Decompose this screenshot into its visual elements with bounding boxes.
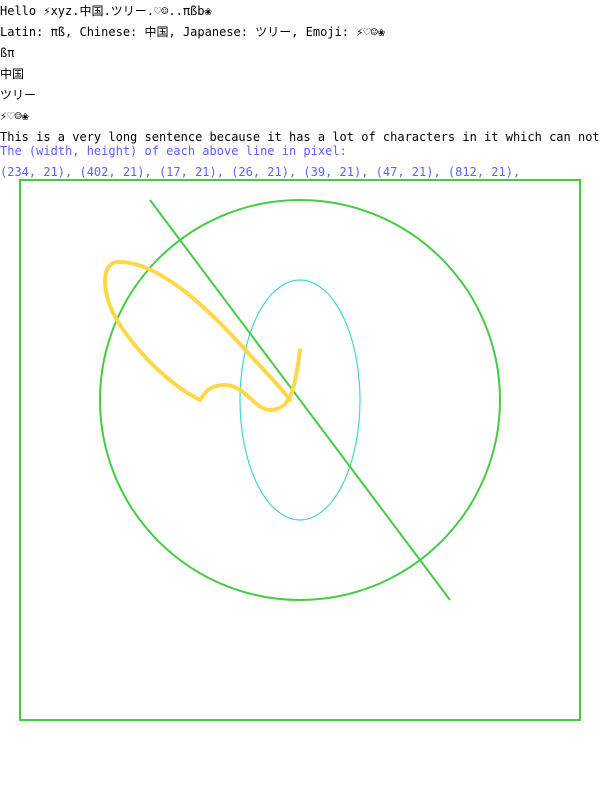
emoji-line: ⚡♡☺❀ <box>0 109 29 123</box>
latin-line: ßπ <box>0 46 15 60</box>
yellow-curve <box>103 260 302 412</box>
outer-rectangle <box>19 179 581 721</box>
measure-caption: The (width, height) of each above line i… <box>0 144 347 158</box>
measure-values: (234, 21), (402, 21), (17, 21), (26, 21)… <box>0 165 521 179</box>
chinese-line: 中国 <box>0 67 25 81</box>
hello-line: Hello ⚡xyz.中国.ツリー.♡☺..πßb❀ <box>0 4 212 18</box>
big-circle <box>99 199 501 601</box>
diagonal-line <box>149 199 451 601</box>
scripts-line: Latin: πß, Chinese: 中国, Japanese: ツリー, E… <box>0 25 386 39</box>
long-sentence-line: This is a very long sentence because it … <box>0 130 600 144</box>
japanese-line: ツリー <box>0 88 37 102</box>
inner-ellipse <box>239 279 361 521</box>
